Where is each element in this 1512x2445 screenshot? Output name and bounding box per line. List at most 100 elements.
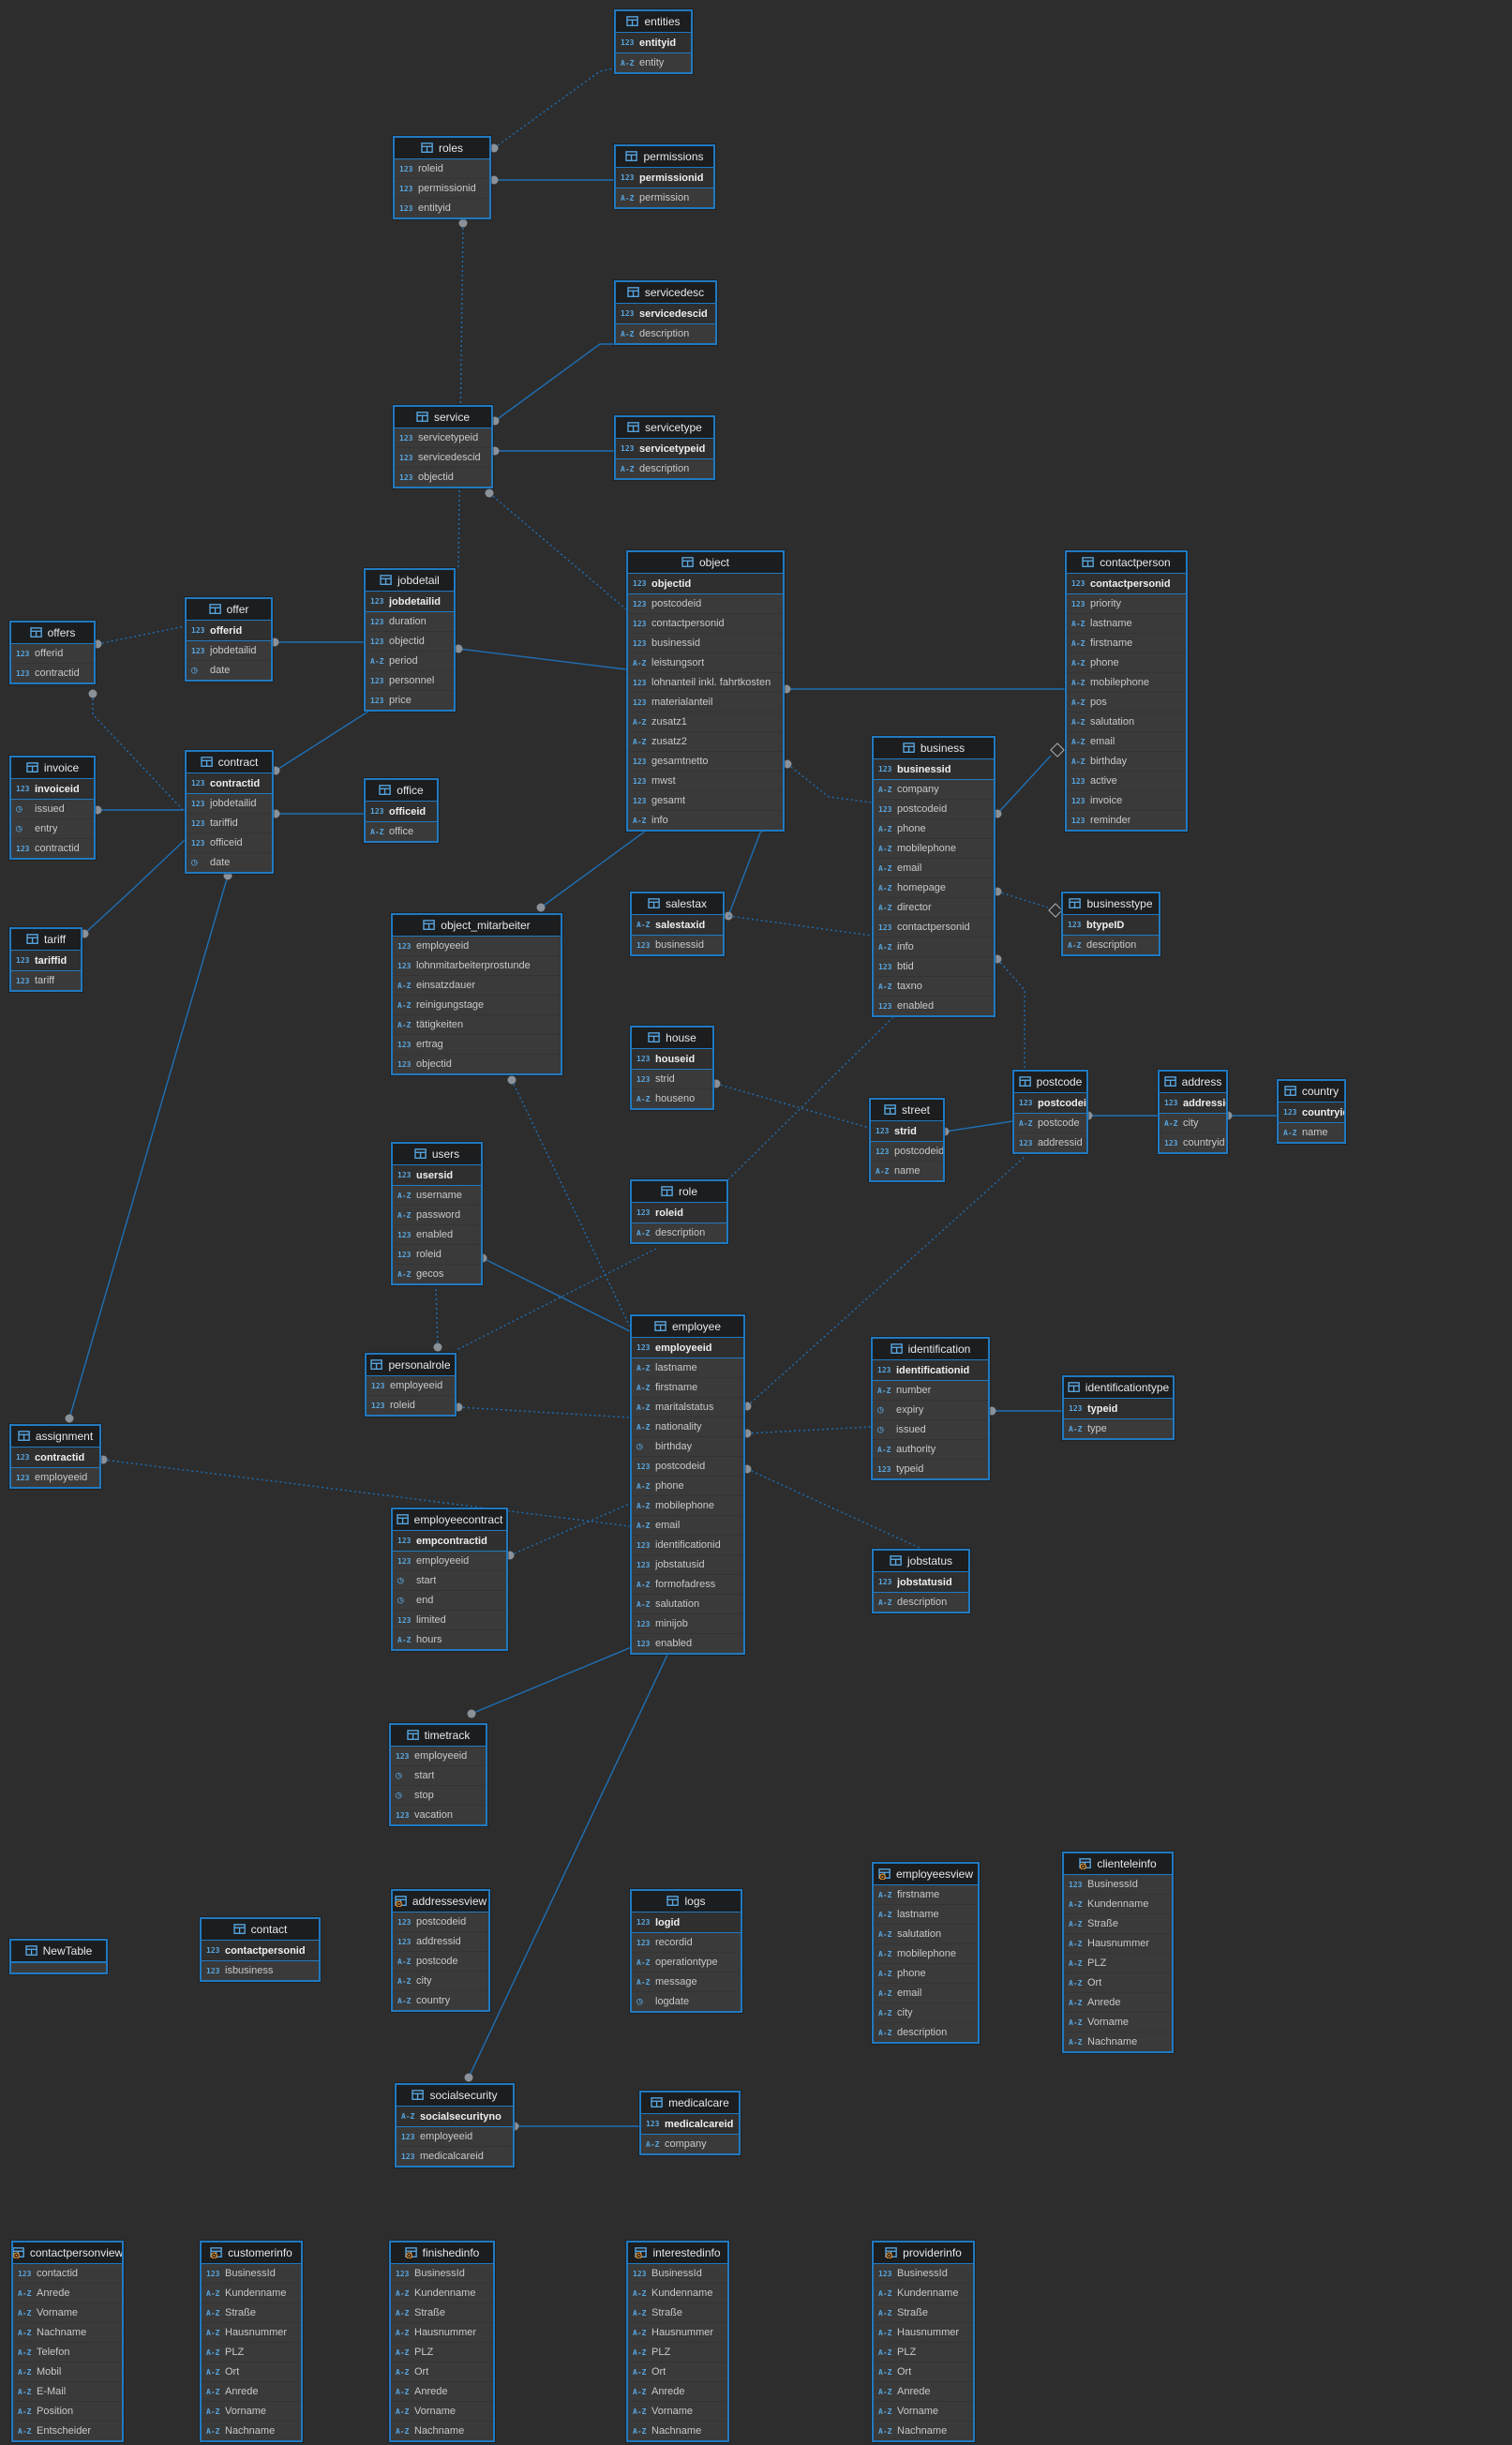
column-row-BusinessId[interactable]: 123 BusinessId	[1064, 1875, 1172, 1895]
table-card-address[interactable]: address 123 addressid A-Z city 123 countryid	[1158, 1070, 1228, 1154]
column-row-Kundenname[interactable]: A-Z Kundenname	[628, 2284, 727, 2303]
column-row-Nachname[interactable]: A-Z Nachname	[628, 2422, 727, 2440]
column-row-contactpersonid[interactable]: 123 contactpersonid	[874, 918, 994, 938]
column-row-issued[interactable]: ◷ issued	[11, 800, 94, 819]
column-row-email[interactable]: A-Z email	[1067, 732, 1186, 752]
column-row-objectid[interactable]: 123 objectid	[628, 574, 783, 594]
column-row-country[interactable]: A-Z country	[393, 1991, 488, 2010]
column-row-employeeid[interactable]: 123 employeeid	[393, 1552, 506, 1571]
column-row-houseno[interactable]: A-Z houseno	[632, 1089, 712, 1108]
column-row-mobilephone[interactable]: A-Z mobilephone	[632, 1496, 743, 1516]
column-row-Mobil[interactable]: A-Z Mobil	[13, 2362, 122, 2382]
column-row-Vorname[interactable]: A-Z Vorname	[13, 2303, 122, 2323]
column-row-offerid[interactable]: 123 offerid	[11, 644, 94, 664]
column-row-businessid[interactable]: 123 businessid	[874, 759, 994, 780]
table-card-users[interactable]: users 123 usersid A-Z username A-Z password 123…	[391, 1142, 483, 1285]
table-card-employeecontract[interactable]: employeecontract 123 empcontractid 123 emplo…	[391, 1508, 508, 1651]
column-row-issued[interactable]: ◷ issued	[873, 1420, 988, 1440]
column-row-Anrede[interactable]: A-Z Anrede	[1064, 1993, 1172, 2013]
column-row-salutation[interactable]: A-Z salutation	[1067, 712, 1186, 732]
column-row-jobdetailid[interactable]: 123 jobdetailid	[187, 641, 271, 661]
column-row-phone[interactable]: A-Z phone	[632, 1477, 743, 1496]
column-row-Position[interactable]: A-Z Position	[13, 2402, 122, 2422]
table-card-timetrack[interactable]: timetrack 123 employeeid ◷ start ◷ stop 123 vaca…	[389, 1723, 487, 1826]
column-row-name[interactable]: A-Z name	[871, 1162, 943, 1180]
endpoint-dot[interactable]	[433, 1342, 442, 1352]
column-row-servicetypeid[interactable]: 123 servicetypeid	[616, 439, 713, 459]
column-row-period[interactable]: A-Z period	[366, 652, 454, 671]
table-card-tariff[interactable]: tariff 123 tariffid 123 tariff	[9, 927, 82, 992]
table-card-office[interactable]: office 123 officeid A-Z office	[364, 778, 439, 843]
column-row-zusatz1[interactable]: A-Z zusatz1	[628, 712, 783, 732]
table-header[interactable]: servicedesc	[616, 282, 715, 304]
column-row-entity[interactable]: A-Z entity	[616, 53, 691, 72]
table-header[interactable]: logs	[632, 1891, 741, 1912]
column-row-Ort[interactable]: A-Z Ort	[391, 2362, 493, 2382]
column-row-office[interactable]: A-Z office	[366, 822, 437, 841]
table-card-assignment[interactable]: assignment 123 contractid 123 employeeid	[9, 1424, 101, 1489]
column-row-PLZ[interactable]: A-Z PLZ	[874, 2343, 973, 2362]
column-row-Nachname[interactable]: A-Z Nachname	[202, 2422, 301, 2440]
table-card-house[interactable]: house 123 houseid 123 strid A-Z houseno	[630, 1026, 714, 1110]
column-row-servicetypeid[interactable]: 123 servicetypeid	[395, 428, 491, 448]
view-card-providerinfo[interactable]: providerinfo 123 BusinessId A-Z Kundenname A-…	[872, 2241, 975, 2442]
column-row-postcodeid[interactable]: 123 postcodeid	[871, 1142, 943, 1162]
column-row-email[interactable]: A-Z email	[874, 1984, 978, 2003]
column-row-priority[interactable]: 123 priority	[1067, 594, 1186, 614]
table-header[interactable]: house	[632, 1028, 712, 1049]
column-row-officeid[interactable]: 123 officeid	[366, 802, 437, 822]
column-row-addressid[interactable]: 123 addressid	[1160, 1093, 1226, 1114]
column-row-PLZ[interactable]: A-Z PLZ	[391, 2343, 493, 2362]
column-row-contactid[interactable]: 123 contactid	[13, 2264, 122, 2284]
column-row-Kundenname[interactable]: A-Z Kundenname	[391, 2284, 493, 2303]
column-row-Vorname[interactable]: A-Z Vorname	[628, 2402, 727, 2422]
column-row-city[interactable]: A-Z city	[1160, 1114, 1226, 1133]
column-row-firstname[interactable]: A-Z firstname	[632, 1378, 743, 1398]
endpoint-dot[interactable]	[88, 689, 97, 698]
table-header[interactable]: contact	[202, 1919, 319, 1941]
column-row-lastname[interactable]: A-Z lastname	[632, 1358, 743, 1378]
column-row-postcodeid[interactable]: 123 postcodeid	[628, 594, 783, 614]
column-row-date[interactable]: ◷ date	[187, 853, 272, 872]
column-row-Nachname[interactable]: A-Z Nachname	[1064, 2032, 1172, 2051]
table-header[interactable]: assignment	[11, 1426, 99, 1448]
column-row-PLZ[interactable]: A-Z PLZ	[1064, 1954, 1172, 1973]
column-row-lastname[interactable]: A-Z lastname	[874, 1905, 978, 1925]
column-row-roleid[interactable]: 123 roleid	[393, 1245, 481, 1265]
column-row-birthday[interactable]: ◷ birthday	[632, 1437, 743, 1457]
view-card-contactpersonview[interactable]: contactpersonview 123 contactid A-Z Anrede A-…	[11, 2241, 124, 2442]
table-header[interactable]: clienteleinfo	[1064, 1853, 1172, 1875]
view-card-customerinfo[interactable]: customerinfo 123 BusinessId A-Z Kundenname A-…	[200, 2241, 303, 2442]
column-row-Nachname[interactable]: A-Z Nachname	[13, 2323, 122, 2343]
column-row-logdate[interactable]: ◷ logdate	[632, 1992, 741, 2011]
column-row-birthday[interactable]: A-Z birthday	[1067, 752, 1186, 772]
column-row-gecos[interactable]: A-Z gecos	[393, 1265, 481, 1283]
column-row-postcodeid[interactable]: 123 postcodeid	[874, 800, 994, 819]
table-header[interactable]: providerinfo	[874, 2242, 973, 2264]
column-row-socialsecurityno[interactable]: A-Z socialsecurityno	[397, 2107, 513, 2127]
column-row-typeid[interactable]: 123 typeid	[1064, 1399, 1173, 1419]
column-row-lastname[interactable]: A-Z lastname	[1067, 614, 1186, 634]
column-row-maritalstatus[interactable]: A-Z maritalstatus	[632, 1398, 743, 1418]
column-row-start[interactable]: ◷ start	[393, 1571, 506, 1591]
column-row-BusinessId[interactable]: 123 BusinessId	[202, 2264, 301, 2284]
column-row-BusinessId[interactable]: 123 BusinessId	[628, 2264, 727, 2284]
column-row-info[interactable]: A-Z info	[628, 811, 783, 830]
column-row-contractid[interactable]: 123 contractid	[187, 773, 272, 794]
column-row-city[interactable]: A-Z city	[393, 1972, 488, 1991]
column-row-objectid[interactable]: 123 objectid	[366, 632, 454, 652]
column-row-jobstatusid[interactable]: 123 jobstatusid	[632, 1555, 743, 1575]
column-row-enabled[interactable]: 123 enabled	[632, 1634, 743, 1653]
column-row-employeeid[interactable]: 123 employeeid	[11, 1468, 99, 1487]
column-row-postcode[interactable]: A-Z postcode	[1014, 1114, 1086, 1133]
column-row-permissionid[interactable]: 123 permissionid	[395, 179, 489, 199]
table-header[interactable]: employeecontract	[393, 1509, 506, 1531]
table-card-identification[interactable]: identification 123 identificationid A-Z numb…	[871, 1337, 990, 1480]
table-card-servicedesc[interactable]: servicedesc 123 servicedescid A-Z descriptio…	[614, 280, 717, 345]
column-row-firstname[interactable]: A-Z firstname	[1067, 634, 1186, 653]
column-row-entry[interactable]: ◷ entry	[11, 819, 94, 839]
column-row-tariffid[interactable]: 123 tariffid	[187, 814, 272, 833]
table-header[interactable]: invoice	[11, 758, 94, 779]
table-card-logs[interactable]: logs 123 logid 123 recordid A-Z operationtype A…	[630, 1889, 742, 2013]
